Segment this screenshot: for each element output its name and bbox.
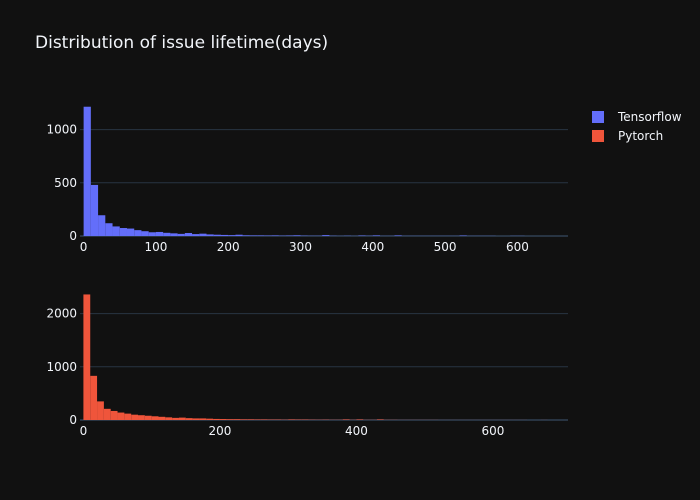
histogram-bar-pytorch — [206, 418, 214, 420]
histogram-bar-tensorflow — [90, 184, 99, 236]
histogram-bar-tensorflow — [228, 235, 236, 236]
y-tick-label-pytorch: 2000 — [46, 307, 77, 321]
y-tick-label-pytorch: 1000 — [46, 360, 77, 374]
legend-swatch-tensorflow — [592, 110, 604, 123]
y-tick-label-tensorflow: 0 — [69, 229, 77, 243]
histogram-bar-tensorflow — [119, 228, 127, 236]
histogram-bar-tensorflow — [213, 234, 221, 236]
x-tick-label-tensorflow: 200 — [217, 240, 240, 254]
histogram-bar-tensorflow — [206, 234, 214, 236]
histogram-bar-pytorch — [90, 375, 98, 420]
histogram-bar-pytorch — [131, 414, 139, 420]
histogram-bar-pytorch — [97, 401, 104, 420]
histogram-bar-tensorflow — [293, 235, 301, 236]
histogram-bar-tensorflow — [126, 228, 135, 236]
histogram-bar-tensorflow — [199, 233, 207, 236]
histogram-bar-pytorch — [260, 419, 268, 420]
histogram-bar-pytorch — [158, 416, 166, 420]
legend-item-tensorflow[interactable]: Tensorflow — [592, 107, 682, 126]
histogram-bar-pytorch — [254, 419, 261, 420]
histogram-bar-pytorch — [192, 418, 200, 420]
x-tick-label-pytorch: 600 — [481, 424, 504, 438]
x-tick-label-tensorflow: 600 — [506, 240, 529, 254]
chart-title: Distribution of issue lifetime(days) — [35, 33, 329, 53]
histogram-bar-tensorflow — [220, 234, 229, 236]
histogram-bar-pytorch — [213, 418, 220, 420]
histogram-bar-pytorch — [247, 419, 255, 420]
histogram-bar-pytorch — [172, 417, 179, 420]
histogram-bar-pytorch — [233, 419, 241, 420]
histogram-bar-tensorflow — [112, 226, 120, 236]
x-tick-label-pytorch: 0 — [80, 424, 88, 438]
histogram-bar-tensorflow — [170, 233, 178, 236]
legend-swatch-pytorch — [592, 129, 604, 142]
histogram-bar-tensorflow — [394, 235, 402, 236]
histogram-bar-tensorflow — [235, 234, 243, 236]
legend-label-tensorflow: Tensorflow — [618, 109, 682, 124]
histogram-bar-pytorch — [199, 418, 207, 420]
histogram-bar-tensorflow — [322, 235, 330, 236]
histogram-bar-tensorflow — [184, 233, 193, 236]
histogram-bar-pytorch — [103, 408, 111, 420]
histogram-bar-tensorflow — [98, 215, 106, 236]
histogram-bar-tensorflow — [257, 235, 265, 236]
y-tick-label-tensorflow: 1000 — [46, 123, 77, 137]
histogram-bar-pytorch — [117, 412, 125, 420]
x-tick-label-tensorflow: 300 — [289, 240, 312, 254]
histogram-bar-pytorch — [144, 415, 152, 420]
histogram-bar-pytorch — [124, 413, 132, 420]
histogram-bar-tensorflow — [372, 235, 381, 236]
x-tick-label-pytorch: 200 — [208, 424, 231, 438]
histogram-bar-pytorch — [342, 419, 350, 420]
histogram-bar-pytorch — [288, 419, 295, 420]
histogram-bar-tensorflow — [148, 232, 156, 236]
histogram-bar-tensorflow — [105, 223, 113, 236]
histogram-bar-tensorflow — [134, 230, 142, 236]
histogram-bar-tensorflow — [192, 234, 200, 236]
histogram-bar-pytorch — [219, 419, 227, 420]
histogram-bar-tensorflow — [83, 106, 91, 236]
histogram-bar-pytorch — [151, 416, 159, 420]
histogram-bar-pytorch — [178, 417, 186, 420]
x-tick-label-tensorflow: 0 — [80, 240, 88, 254]
histogram-bar-tensorflow — [242, 235, 250, 236]
histogram-bar-tensorflow — [177, 233, 185, 236]
histogram-bar-tensorflow — [271, 235, 279, 236]
histogram-bar-pytorch — [185, 418, 193, 420]
legend-label-pytorch: Pytorch — [618, 128, 664, 143]
histogram-bar-pytorch — [240, 419, 248, 420]
histogram-bar-pytorch — [165, 417, 173, 420]
histogram-bar-pytorch — [138, 415, 145, 420]
histogram-bar-tensorflow — [141, 231, 149, 236]
x-tick-label-tensorflow: 100 — [144, 240, 167, 254]
histogram-bar-tensorflow — [155, 231, 164, 236]
histogram-bar-pytorch — [356, 419, 364, 420]
x-tick-label-tensorflow: 500 — [434, 240, 457, 254]
legend: Tensorflow Pytorch — [592, 107, 682, 145]
histogram-bar-tensorflow — [249, 235, 258, 236]
histogram-bar-pytorch — [83, 294, 91, 420]
y-tick-label-tensorflow: 500 — [54, 176, 77, 190]
y-tick-label-pytorch: 0 — [69, 413, 77, 427]
histogram-bar-tensorflow — [163, 232, 171, 236]
x-tick-label-tensorflow: 400 — [361, 240, 384, 254]
histogram-bar-pytorch — [110, 410, 118, 420]
x-tick-label-pytorch: 400 — [345, 424, 368, 438]
histogram-bar-pytorch — [226, 419, 234, 420]
histogram-bar-pytorch — [376, 419, 384, 420]
legend-item-pytorch[interactable]: Pytorch — [592, 126, 682, 145]
